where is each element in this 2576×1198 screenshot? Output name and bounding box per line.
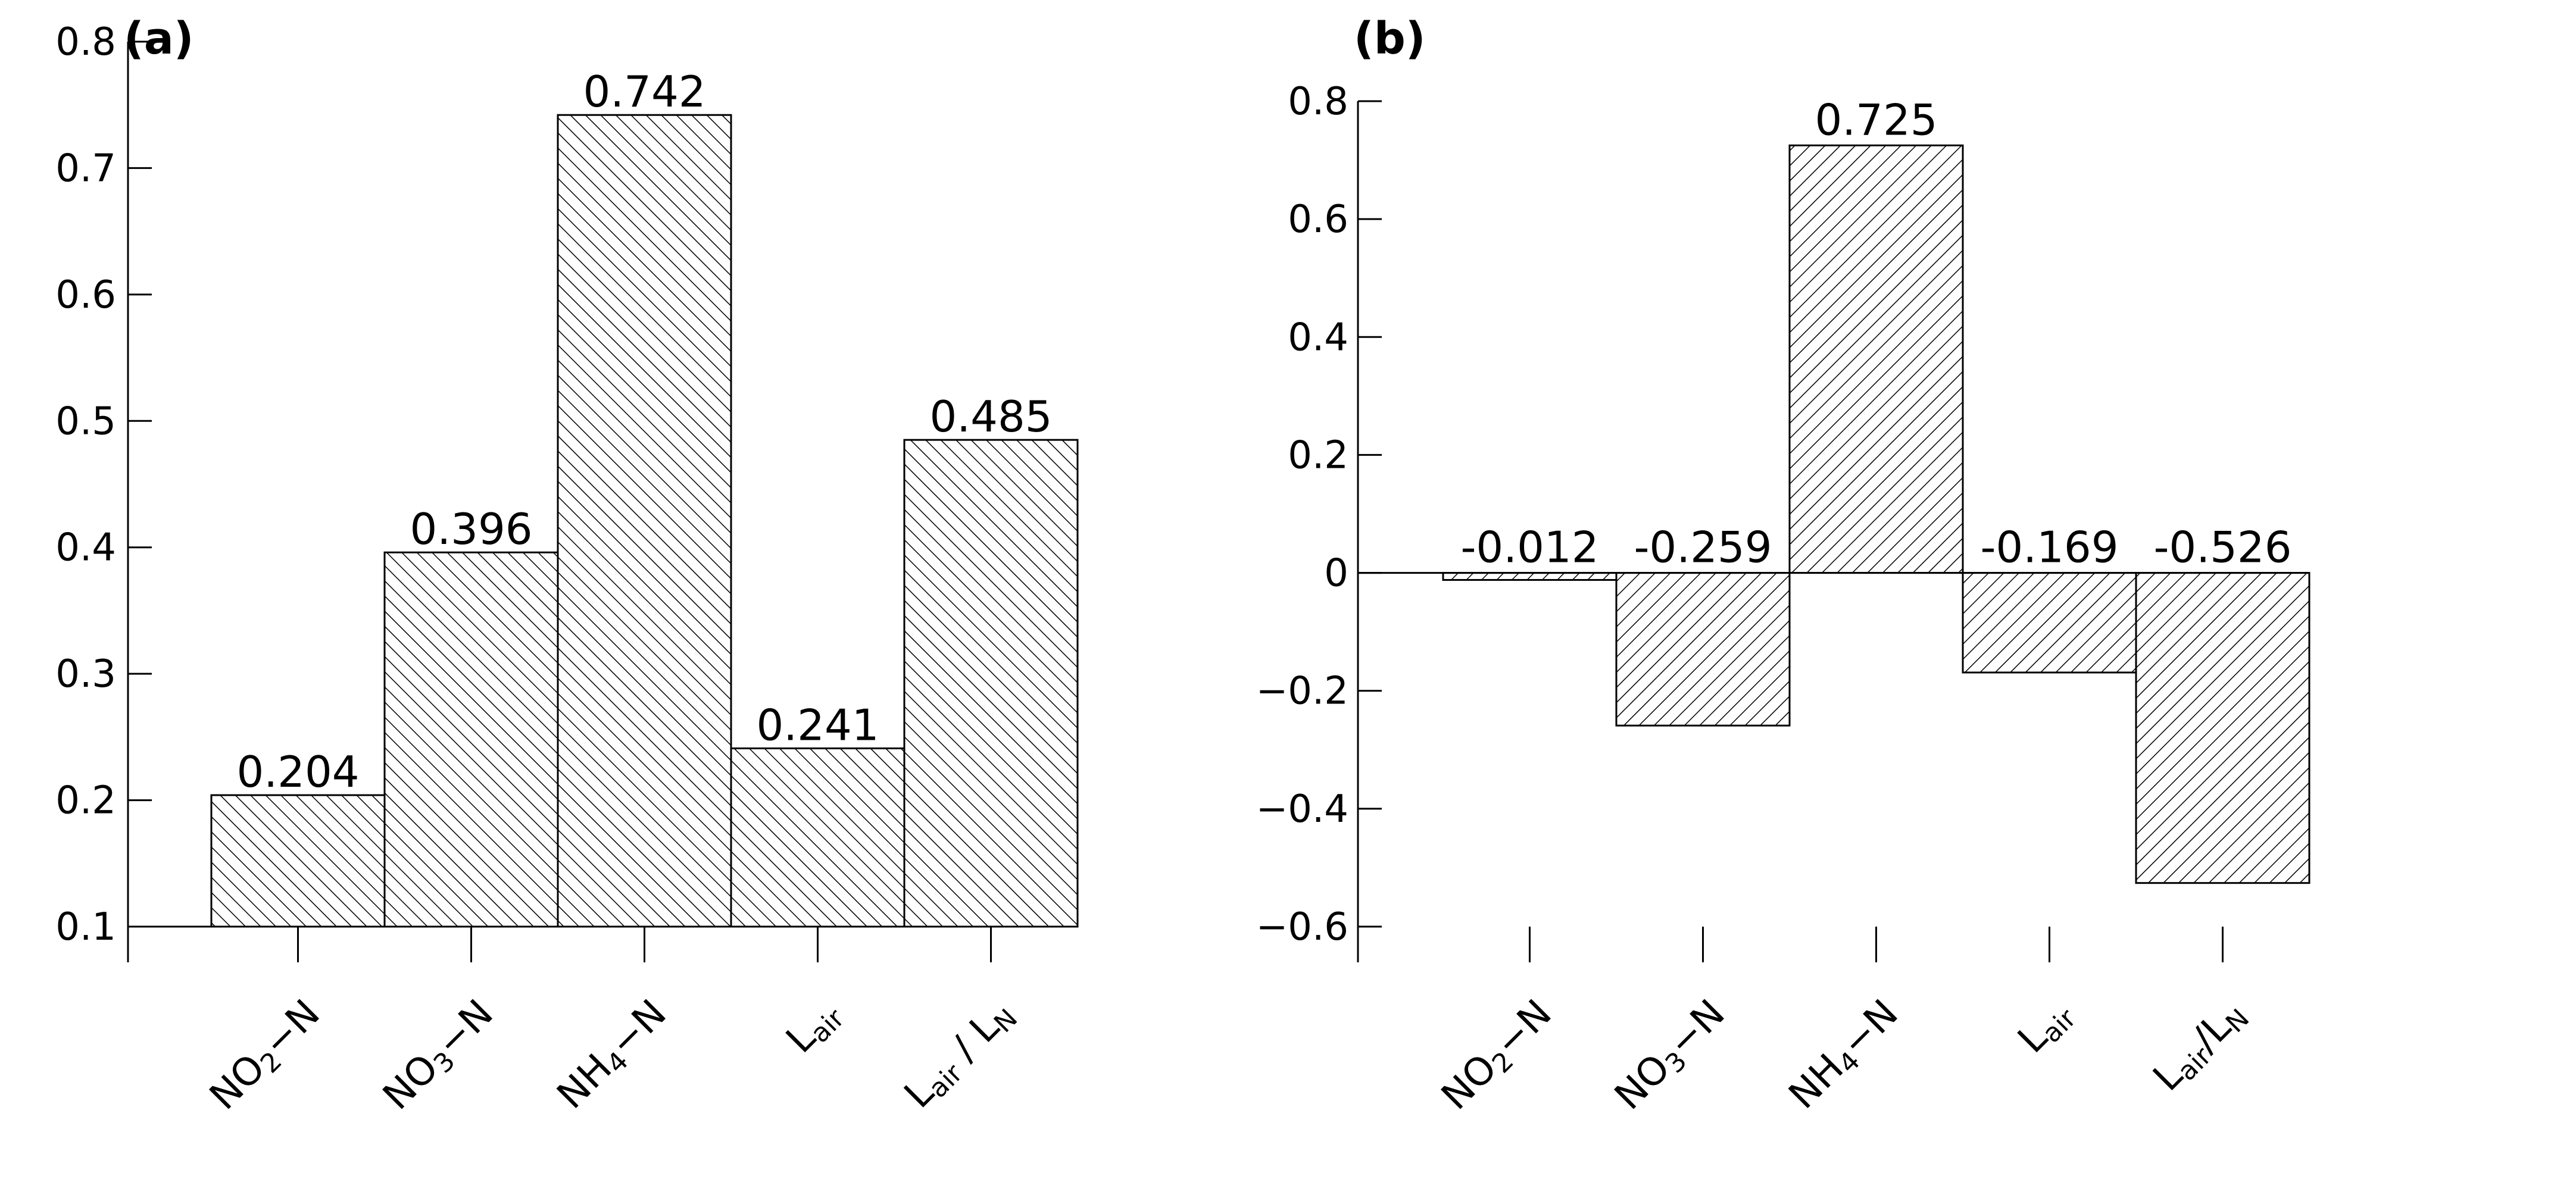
category-label: NO3−N <box>1606 991 1735 1121</box>
bar-1 <box>210 794 386 928</box>
y-tick-label: 0.4 <box>1288 315 1348 359</box>
category-label: NO2−N <box>201 991 330 1121</box>
data-label: -0.012 <box>1460 523 1598 573</box>
panel-a: (a) 0.1 0.2 0.3 0.4 0.5 0.6 0.7 0.8 0.204 NO2−N 0.3… <box>55 13 1079 1121</box>
bar-4 <box>1962 572 2137 674</box>
bar-3 <box>557 114 732 928</box>
y-tick-label: 0.8 <box>1288 80 1348 124</box>
category-label: Lair / LN <box>896 991 1023 1119</box>
bar-5 <box>2135 572 2310 884</box>
bar-3 <box>1788 144 1964 574</box>
data-label: -0.169 <box>1980 523 2118 573</box>
panel-label: (a) <box>124 13 194 64</box>
category-label: Lair <box>2010 991 2082 1064</box>
y-tick-label: 0.7 <box>55 146 116 190</box>
y-tick-label: 0.8 <box>55 20 116 64</box>
data-label: -0.259 <box>1634 523 1772 573</box>
bar-1 <box>1442 572 1618 581</box>
panel-b: (b) −0.6 −0.4 −0.2 0 0.2 0.4 0.6 0.8 -0.012 NO2−N -… <box>1256 13 2310 1121</box>
bar-4 <box>730 747 905 928</box>
category-label: NH4−N <box>1781 991 1909 1119</box>
y-tick-label: −0.2 <box>1256 670 1348 714</box>
category-label: Lair <box>778 991 851 1064</box>
y-tick-label: 0.6 <box>55 273 116 317</box>
data-label: 0.742 <box>583 67 705 117</box>
y-tick-label: 0 <box>1324 552 1348 596</box>
y-tick-label: 0.4 <box>55 526 116 570</box>
y-tick-label: 0.3 <box>55 652 116 696</box>
bar-5 <box>903 439 1079 928</box>
category-label: NO2−N <box>1433 991 1562 1121</box>
category-label: NH4−N <box>549 991 677 1119</box>
y-tick-label: −0.4 <box>1256 787 1348 831</box>
y-tick-label: 0.2 <box>55 779 116 823</box>
y-tick-label: −0.6 <box>1256 905 1348 949</box>
y-tick-label: 0.1 <box>55 905 116 949</box>
data-label: 0.485 <box>929 392 1052 442</box>
data-label: 0.396 <box>410 504 532 554</box>
bar-2 <box>383 551 559 928</box>
y-tick-label: 0.6 <box>1288 198 1348 242</box>
data-label: 0.241 <box>756 700 879 750</box>
data-label: -0.526 <box>2153 523 2291 573</box>
category-label: Lair/LN <box>2145 991 2255 1102</box>
y-tick-label: 0.5 <box>55 399 116 443</box>
data-label: 0.725 <box>1815 95 1937 145</box>
y-tick-label: 0.2 <box>1288 433 1348 477</box>
bar-2 <box>1615 572 1791 727</box>
category-label: NO3−N <box>374 991 504 1121</box>
data-label: 0.204 <box>236 747 359 797</box>
panel-label: (b) <box>1354 13 1426 64</box>
